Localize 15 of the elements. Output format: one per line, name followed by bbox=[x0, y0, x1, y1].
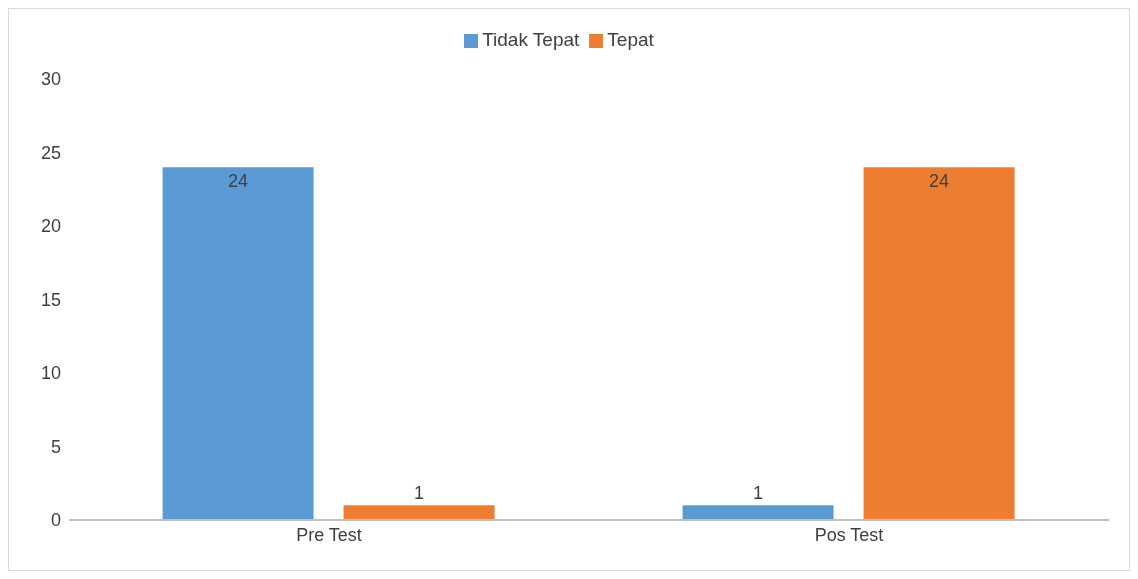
data-label: 24 bbox=[929, 171, 950, 192]
legend-label: Tepat bbox=[607, 29, 654, 50]
legend-label: Tidak Tepat bbox=[482, 29, 580, 50]
y-tick-label: 20 bbox=[40, 216, 61, 237]
y-tick-label: 5 bbox=[50, 436, 61, 457]
data-label: 24 bbox=[228, 171, 249, 192]
y-tick-label: 25 bbox=[40, 142, 61, 163]
y-tick-label: 0 bbox=[50, 510, 61, 531]
data-label: 1 bbox=[414, 483, 425, 504]
y-tick-label: 30 bbox=[40, 69, 61, 90]
y-tick-label: 15 bbox=[40, 289, 61, 310]
data-label: 1 bbox=[753, 483, 764, 504]
x-tick-label: Pos Test bbox=[814, 524, 884, 545]
y-tick-label: 10 bbox=[40, 363, 61, 384]
x-tick-label: Pre Test bbox=[296, 524, 362, 545]
